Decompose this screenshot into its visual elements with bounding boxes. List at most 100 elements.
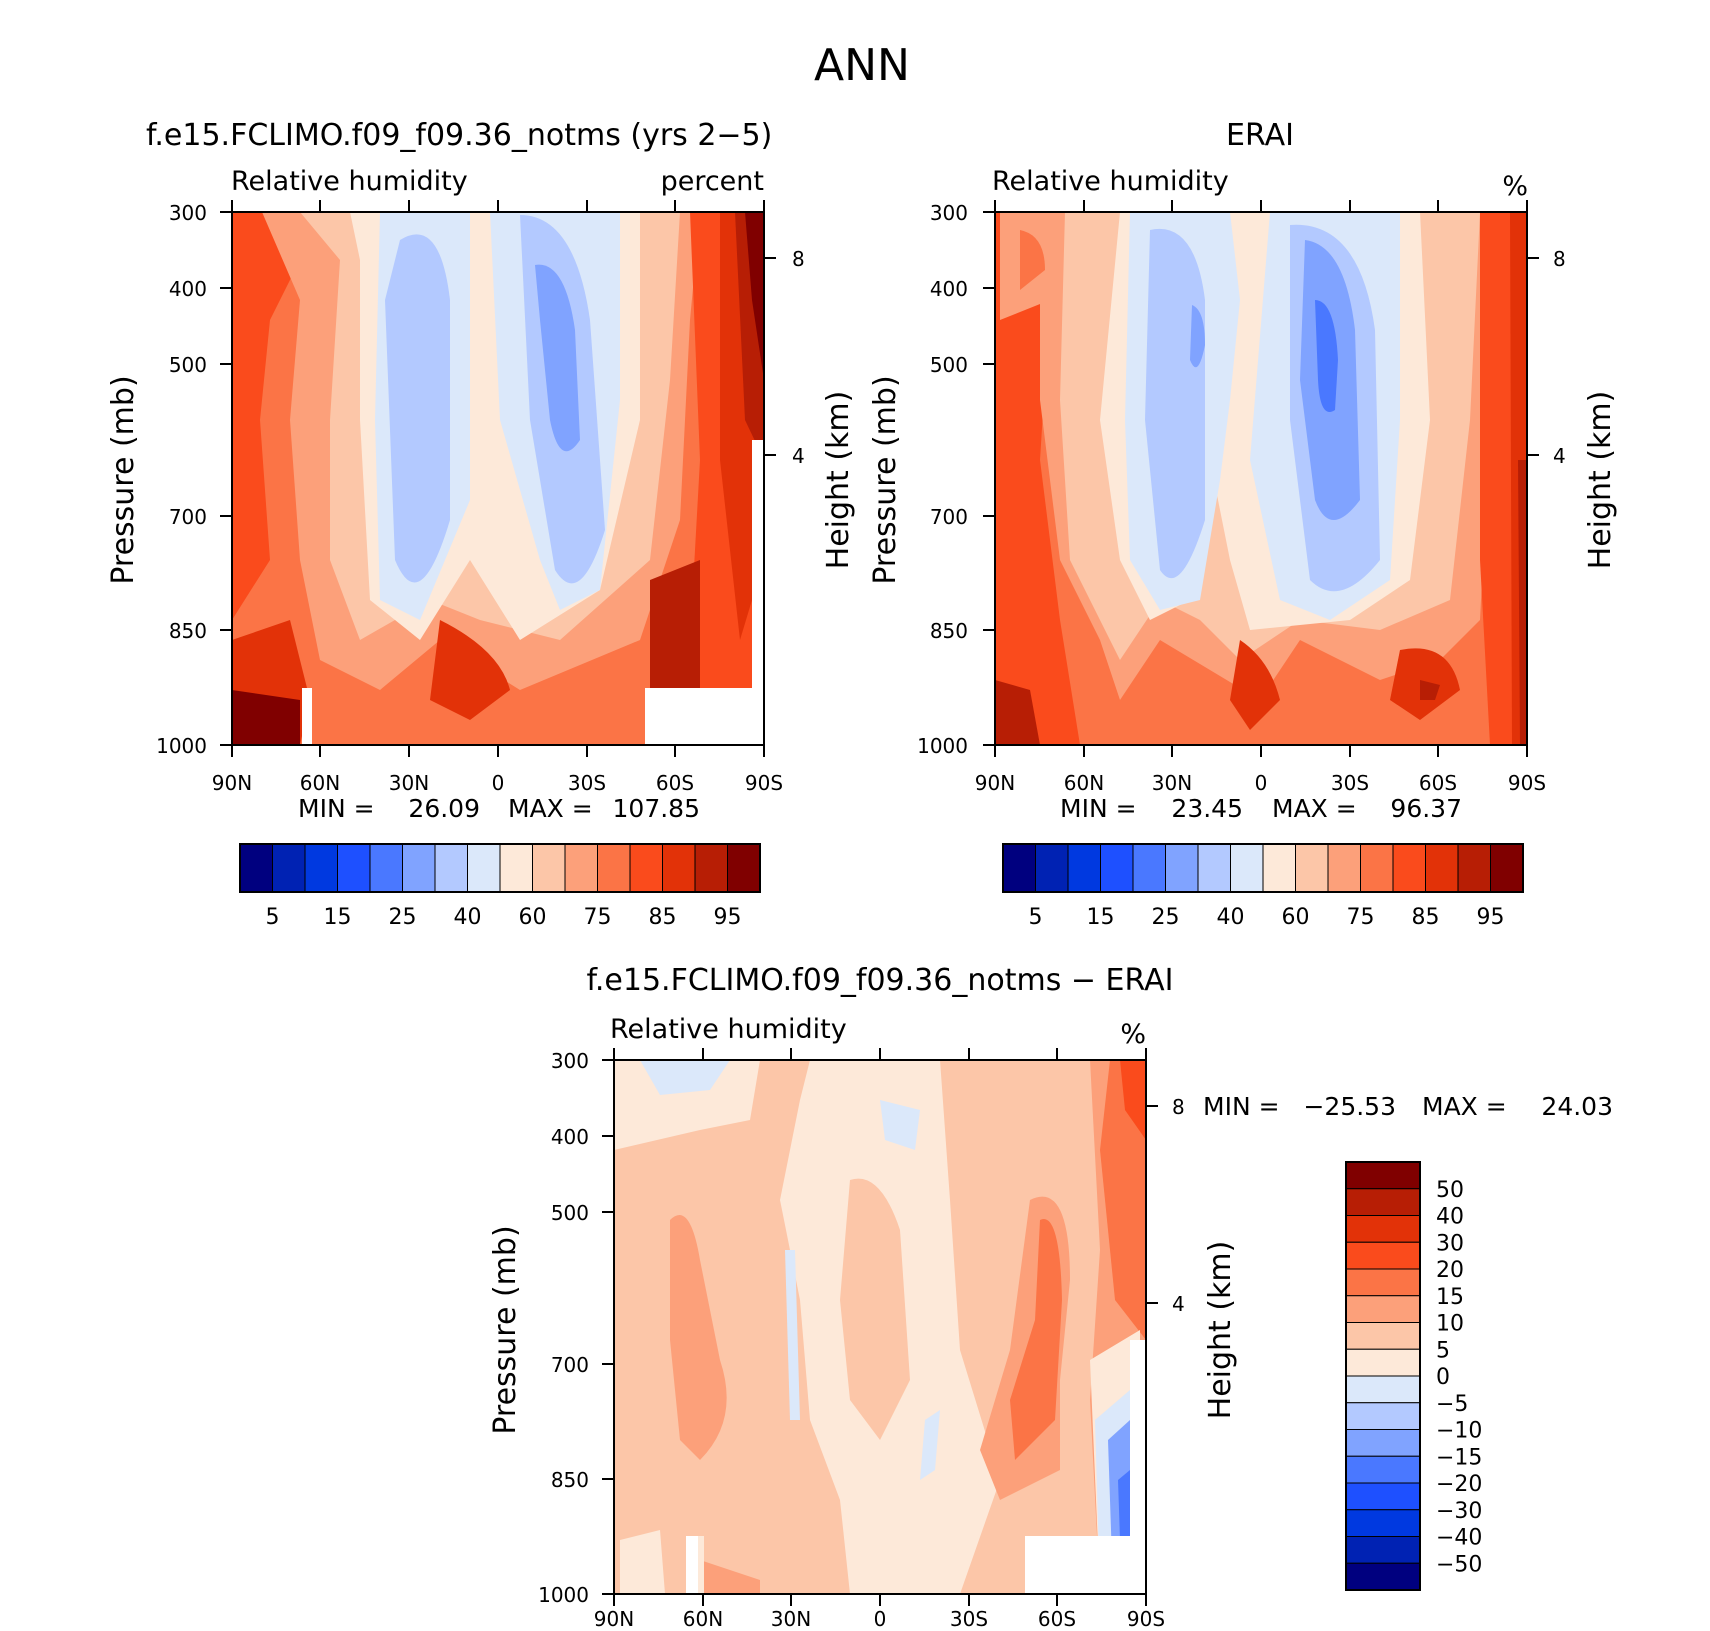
x-tick-label: 90S: [745, 771, 783, 795]
colorbar-swatch: [1345, 1348, 1421, 1377]
colorbar-label: 85: [649, 905, 677, 930]
y-tick-label: 700: [930, 505, 968, 529]
y2-tick-label: 8: [1172, 1095, 1185, 1119]
colorbar: 5 15 25 40 60 75 85 95: [1002, 843, 1524, 930]
y2-axis-ticks: 8 4: [1527, 247, 1566, 468]
colorbar-label: 0: [1436, 1365, 1450, 1390]
colorbar-label: 40: [1217, 905, 1245, 930]
y2-tick-label: 8: [1553, 247, 1566, 271]
colorbar-swatch: [1457, 843, 1491, 893]
max-label: MAX =: [508, 794, 593, 823]
colorbar-frame: [1345, 1161, 1421, 1591]
colorbar-swatch: [369, 843, 403, 893]
y-tick-label: 500: [930, 353, 968, 377]
max-value: 96.37: [1390, 794, 1462, 823]
colorbar-label: 15: [1087, 905, 1115, 930]
y2-axis-label: Height (km): [1583, 391, 1618, 570]
y2-axis-label: Height (km): [1203, 1241, 1238, 1420]
colorbar-swatch: [1345, 1295, 1421, 1323]
colorbar-swatch: [1345, 1268, 1421, 1297]
x-tick-label: 90S: [1508, 771, 1546, 795]
x-tick-label: 60N: [1064, 771, 1104, 795]
y-tick-label: 300: [169, 201, 207, 225]
colorbar-swatch: [1067, 843, 1101, 893]
y-tick-label: 1000: [156, 734, 207, 758]
colorbar-label: −40: [1436, 1526, 1482, 1551]
min-value: 26.09: [408, 794, 480, 823]
x-tick-label: 90N: [594, 1607, 634, 1631]
colorbar-label: 85: [1412, 905, 1440, 930]
y-tick-label: 700: [551, 1353, 589, 1377]
min-label: MIN =: [298, 794, 375, 823]
colorbar-swatch: [1345, 1482, 1421, 1511]
min-label: MIN =: [1203, 1092, 1280, 1121]
colorbar-label: 40: [454, 905, 482, 930]
colorbar-swatch: [467, 843, 501, 893]
colorbar-swatch: [662, 843, 696, 893]
colorbar-swatch: [1345, 1536, 1421, 1564]
colorbar-swatch: [1360, 843, 1394, 893]
colorbar-label: −15: [1436, 1445, 1482, 1470]
y2-axis-ticks: 8 4: [764, 247, 805, 468]
y-tick-label: 1000: [538, 1583, 589, 1607]
colorbar-label: 5: [1436, 1338, 1450, 1363]
colorbar-swatch: [337, 843, 371, 893]
colorbar-swatch: [434, 843, 468, 893]
colorbar-frame: [239, 843, 761, 893]
x-tick-label: 30S: [950, 1607, 988, 1631]
colorbar-swatch: [1345, 1188, 1421, 1216]
x-tick-label: 90N: [212, 771, 252, 795]
colorbar-label: 5: [1029, 905, 1043, 930]
y2-axis-ticks: 8 4: [1146, 1095, 1185, 1316]
x-tick-label: 60S: [656, 771, 694, 795]
y2-tick-label: 4: [1172, 1292, 1185, 1316]
colorbar-label: 50: [1436, 1178, 1464, 1203]
panel-title: f.e15.FCLIMO.f09_f09.36_notms (yrs 2−5): [146, 118, 772, 153]
colorbar-swatch: [1490, 843, 1524, 893]
colorbar-swatch: [499, 843, 533, 893]
subtitle-left: Relative humidity: [610, 1014, 847, 1045]
colorbar-label: 25: [389, 905, 417, 930]
colorbar-swatch: [1345, 1161, 1421, 1190]
colorbar-swatch: [1392, 843, 1426, 893]
y-axis-label: Pressure (mb): [106, 375, 141, 584]
x-tick-label: 30N: [1152, 771, 1192, 795]
figure-title: ANN: [814, 40, 910, 91]
min-value: 23.45: [1171, 794, 1243, 823]
colorbar-label: 15: [324, 905, 352, 930]
colorbar-swatch: [1345, 1402, 1421, 1430]
colorbar-swatch: [1345, 1429, 1421, 1457]
x-tick-label: 30N: [771, 1607, 811, 1631]
x-tick-label: 0: [1255, 771, 1268, 795]
y-tick-label: 850: [551, 1468, 589, 1492]
colorbar-swatch: [1345, 1241, 1421, 1270]
colorbar-swatch: [1165, 843, 1199, 893]
max-label: MAX =: [1272, 794, 1357, 823]
contour-field: [231, 211, 765, 746]
min-value: −25.53: [1303, 1092, 1396, 1121]
colorbar-label: 30: [1436, 1231, 1464, 1256]
colorbar-label: 60: [1282, 905, 1310, 930]
colorbar-swatch: [304, 843, 338, 893]
y-tick-label: 300: [930, 201, 968, 225]
panel-model: f.e15.FCLIMO.f09_f09.36_notms (yrs 2−5) …: [106, 118, 856, 930]
y-tick-label: 400: [930, 277, 968, 301]
colorbar-label: 60: [519, 905, 547, 930]
y-axis-label: Pressure (mb): [488, 1225, 523, 1434]
colorbar-swatch: [629, 843, 663, 893]
subtitle-left: Relative humidity: [992, 166, 1229, 197]
y-axis-ticks: 300 400 500 700 850 1000: [917, 201, 995, 758]
colorbar-label: 75: [584, 905, 612, 930]
colorbar-label: 15: [1436, 1285, 1464, 1310]
x-axis-ticks: 90N 60N 30N 0 30S 60S 90S: [975, 200, 1546, 795]
x-tick-label: 0: [492, 771, 505, 795]
y-tick-label: 300: [551, 1049, 589, 1073]
max-label: MAX =: [1422, 1092, 1507, 1121]
colorbar-label: 5: [266, 905, 280, 930]
min-label: MIN =: [1060, 794, 1137, 823]
colorbar-label: 20: [1436, 1258, 1464, 1283]
contour-field: [613, 1059, 1147, 1595]
x-tick-label: 60N: [683, 1607, 723, 1631]
x-axis-ticks: 90N 60N 30N 0 30S 60S 90S: [212, 200, 783, 795]
